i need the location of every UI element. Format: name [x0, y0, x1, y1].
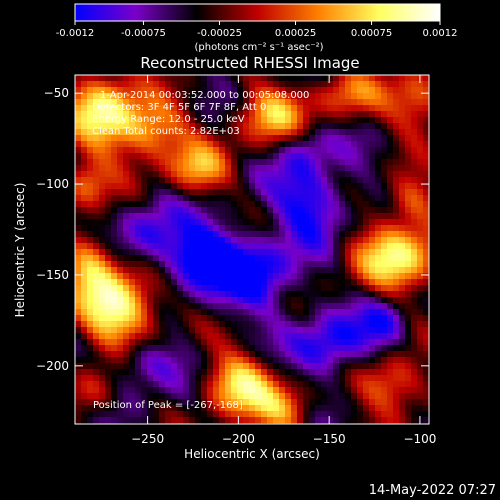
colorbar-tick-label: 0.00075	[351, 28, 392, 39]
annotation-energy: Energy Range: 12.0 - 25.0 keV	[92, 114, 245, 125]
annotation-clean: Clean Total counts: 2.82E+03	[92, 126, 240, 137]
plot-frame	[74, 74, 430, 425]
y-axis-ticks: −50 −100 −150 −200	[36, 86, 429, 373]
colorbar-tick-label: -0.00075	[121, 28, 166, 39]
x-axis-ticks: −250 −200 −150 −100	[131, 75, 436, 446]
annotation-block: 1-Apr-2014 00:03:52.000 to 00:05:08.000 …	[92, 90, 309, 137]
chart-title: Reconstructed RHESSI Image	[140, 54, 359, 72]
heatmap-image	[75, 75, 429, 424]
colorbar-ticks: -0.0012 -0.00075 -0.00025 0.00025 0.00075 0.0…	[56, 21, 458, 39]
x-tick-label: −150	[313, 432, 346, 446]
x-tick-label: −100	[403, 432, 436, 446]
colorbar-gradient	[74, 3, 441, 22]
peak-position-label: Position of Peak = [-267,-168]	[93, 400, 243, 411]
annotation-detectors: Detectors: 3F 4F 5F 6F 7F 8F, Att 0	[92, 102, 266, 113]
x-tick-label: −250	[131, 432, 164, 446]
y-axis-label: Heliocentric Y (arcsec)	[13, 183, 27, 318]
colorbar-tick-label: -0.00025	[197, 28, 242, 39]
colorbar-tick-label: -0.0012	[56, 28, 95, 39]
colorbar-tick-label: 0.00025	[275, 28, 316, 39]
x-tick-label: −200	[222, 432, 255, 446]
annotation-time: 1-Apr-2014 00:03:52.000 to 00:05:08.000	[100, 90, 309, 101]
colorbar-tick-label: 0.0012	[423, 28, 458, 39]
y-tick-label: −200	[36, 359, 69, 373]
colorbar: -0.0012 -0.00075 -0.00025 0.00025 0.00075 0.0…	[56, 3, 458, 53]
render-timestamp: 14-May-2022 07:27	[369, 483, 496, 498]
x-axis-label: Heliocentric X (arcsec)	[184, 447, 320, 461]
y-tick-label: −50	[44, 86, 69, 100]
y-tick-label: −100	[36, 177, 69, 191]
heatmap-plot: −250 −200 −150 −100 −50 −100 −150 −200	[36, 74, 436, 446]
y-tick-label: −150	[36, 268, 69, 282]
colorbar-unit-label: (photons cm⁻² s⁻¹ asec⁻²)	[194, 42, 323, 53]
